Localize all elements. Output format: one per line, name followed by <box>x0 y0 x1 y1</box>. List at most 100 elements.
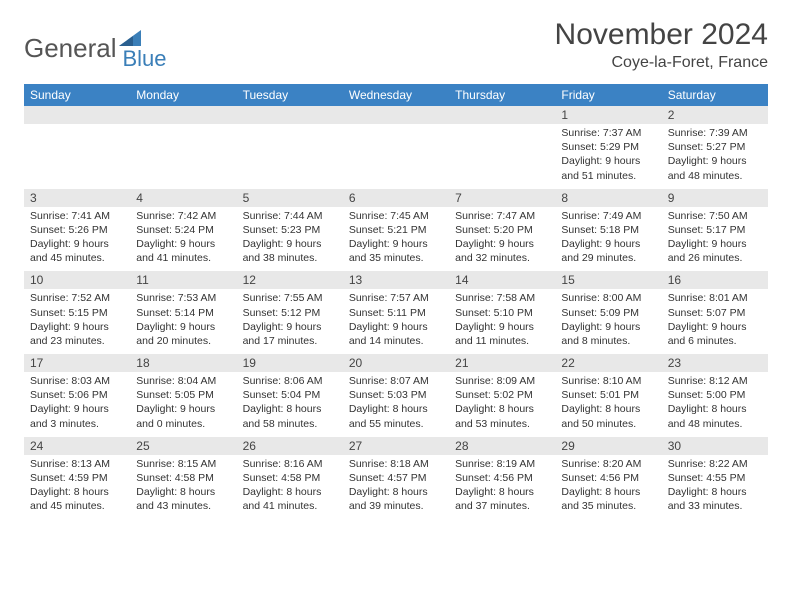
day-number-cell: 11 <box>130 271 236 289</box>
sunset-text: Sunset: 5:10 PM <box>455 306 549 320</box>
sunset-text: Sunset: 5:15 PM <box>30 306 124 320</box>
daylight-text: Daylight: 8 hours and 41 minutes. <box>243 485 337 513</box>
sunset-text: Sunset: 5:17 PM <box>668 223 762 237</box>
sunrise-text: Sunrise: 7:49 AM <box>561 209 655 223</box>
title-block: November 2024 Coye-la-Foret, France <box>555 18 768 72</box>
daylight-text: Daylight: 9 hours and 0 minutes. <box>136 402 230 430</box>
day-data-cell <box>449 124 555 189</box>
day-number-cell: 9 <box>662 189 768 207</box>
daylight-text: Daylight: 9 hours and 45 minutes. <box>30 237 124 265</box>
day-data-cell: Sunrise: 8:12 AMSunset: 5:00 PMDaylight:… <box>662 372 768 437</box>
day-number-cell: 7 <box>449 189 555 207</box>
daylight-text: Daylight: 9 hours and 29 minutes. <box>561 237 655 265</box>
sunrise-text: Sunrise: 7:42 AM <box>136 209 230 223</box>
sunrise-text: Sunrise: 8:12 AM <box>668 374 762 388</box>
sunset-text: Sunset: 5:12 PM <box>243 306 337 320</box>
daylight-text: Daylight: 8 hours and 53 minutes. <box>455 402 549 430</box>
logo-text-blue: Blue <box>123 46 167 72</box>
day-number-cell: 22 <box>555 354 661 372</box>
day-data-cell: Sunrise: 8:18 AMSunset: 4:57 PMDaylight:… <box>343 455 449 520</box>
sunset-text: Sunset: 4:58 PM <box>243 471 337 485</box>
location-label: Coye-la-Foret, France <box>555 54 768 72</box>
sunset-text: Sunset: 4:59 PM <box>30 471 124 485</box>
daylight-text: Daylight: 9 hours and 48 minutes. <box>668 154 762 182</box>
day-number-cell <box>130 106 236 124</box>
sunset-text: Sunset: 4:55 PM <box>668 471 762 485</box>
sunrise-text: Sunrise: 8:03 AM <box>30 374 124 388</box>
day-number-cell: 28 <box>449 437 555 455</box>
day-number-cell: 13 <box>343 271 449 289</box>
sunset-text: Sunset: 5:21 PM <box>349 223 443 237</box>
sunset-text: Sunset: 5:02 PM <box>455 388 549 402</box>
day-number-cell: 26 <box>237 437 343 455</box>
sunrise-text: Sunrise: 8:22 AM <box>668 457 762 471</box>
day-number-cell: 19 <box>237 354 343 372</box>
day-number-cell: 3 <box>24 189 130 207</box>
daylight-text: Daylight: 8 hours and 58 minutes. <box>243 402 337 430</box>
sunset-text: Sunset: 4:56 PM <box>561 471 655 485</box>
day-data-cell: Sunrise: 7:52 AMSunset: 5:15 PMDaylight:… <box>24 289 130 354</box>
sunrise-text: Sunrise: 8:06 AM <box>243 374 337 388</box>
day-data-cell: Sunrise: 7:45 AMSunset: 5:21 PMDaylight:… <box>343 207 449 272</box>
logo: General Blue <box>24 24 167 72</box>
weekday-header: Sunday <box>24 84 130 106</box>
sunrise-text: Sunrise: 8:13 AM <box>30 457 124 471</box>
daylight-text: Daylight: 8 hours and 55 minutes. <box>349 402 443 430</box>
day-number-cell <box>449 106 555 124</box>
day-number-cell: 5 <box>237 189 343 207</box>
daylight-text: Daylight: 9 hours and 6 minutes. <box>668 320 762 348</box>
sunset-text: Sunset: 4:57 PM <box>349 471 443 485</box>
day-data-cell: Sunrise: 7:58 AMSunset: 5:10 PMDaylight:… <box>449 289 555 354</box>
sunrise-text: Sunrise: 7:50 AM <box>668 209 762 223</box>
sunrise-text: Sunrise: 7:52 AM <box>30 291 124 305</box>
day-data-cell: Sunrise: 7:50 AMSunset: 5:17 PMDaylight:… <box>662 207 768 272</box>
sunset-text: Sunset: 5:24 PM <box>136 223 230 237</box>
day-number-cell: 4 <box>130 189 236 207</box>
day-number-cell <box>343 106 449 124</box>
day-data-row: Sunrise: 7:37 AMSunset: 5:29 PMDaylight:… <box>24 124 768 189</box>
daylight-text: Daylight: 9 hours and 23 minutes. <box>30 320 124 348</box>
day-data-cell: Sunrise: 8:00 AMSunset: 5:09 PMDaylight:… <box>555 289 661 354</box>
daylight-text: Daylight: 9 hours and 3 minutes. <box>30 402 124 430</box>
sunset-text: Sunset: 5:27 PM <box>668 140 762 154</box>
daylight-text: Daylight: 9 hours and 11 minutes. <box>455 320 549 348</box>
day-data-cell: Sunrise: 8:20 AMSunset: 4:56 PMDaylight:… <box>555 455 661 520</box>
sunrise-text: Sunrise: 8:16 AM <box>243 457 337 471</box>
day-number-cell: 18 <box>130 354 236 372</box>
daylight-text: Daylight: 8 hours and 45 minutes. <box>30 485 124 513</box>
day-data-cell: Sunrise: 8:01 AMSunset: 5:07 PMDaylight:… <box>662 289 768 354</box>
sunrise-text: Sunrise: 7:47 AM <box>455 209 549 223</box>
weekday-header: Monday <box>130 84 236 106</box>
sunrise-text: Sunrise: 8:09 AM <box>455 374 549 388</box>
day-data-cell: Sunrise: 7:47 AMSunset: 5:20 PMDaylight:… <box>449 207 555 272</box>
day-number-cell: 1 <box>555 106 661 124</box>
sunset-text: Sunset: 4:56 PM <box>455 471 549 485</box>
weekday-header: Saturday <box>662 84 768 106</box>
day-data-cell: Sunrise: 8:13 AMSunset: 4:59 PMDaylight:… <box>24 455 130 520</box>
sunrise-text: Sunrise: 7:37 AM <box>561 126 655 140</box>
day-number-cell: 25 <box>130 437 236 455</box>
day-data-cell: Sunrise: 7:57 AMSunset: 5:11 PMDaylight:… <box>343 289 449 354</box>
sunset-text: Sunset: 5:09 PM <box>561 306 655 320</box>
logo-text-general: General <box>24 33 117 64</box>
sunset-text: Sunset: 5:20 PM <box>455 223 549 237</box>
daylight-text: Daylight: 8 hours and 48 minutes. <box>668 402 762 430</box>
day-number-cell: 21 <box>449 354 555 372</box>
day-number-cell: 23 <box>662 354 768 372</box>
day-number-row: 10111213141516 <box>24 271 768 289</box>
sunrise-text: Sunrise: 8:20 AM <box>561 457 655 471</box>
sunrise-text: Sunrise: 7:45 AM <box>349 209 443 223</box>
sunset-text: Sunset: 5:04 PM <box>243 388 337 402</box>
day-number-cell: 12 <box>237 271 343 289</box>
weekday-header-row: Sunday Monday Tuesday Wednesday Thursday… <box>24 84 768 106</box>
day-data-cell: Sunrise: 8:03 AMSunset: 5:06 PMDaylight:… <box>24 372 130 437</box>
sunrise-text: Sunrise: 8:18 AM <box>349 457 443 471</box>
daylight-text: Daylight: 9 hours and 32 minutes. <box>455 237 549 265</box>
day-number-row: 24252627282930 <box>24 437 768 455</box>
day-number-cell: 15 <box>555 271 661 289</box>
day-data-cell: Sunrise: 8:15 AMSunset: 4:58 PMDaylight:… <box>130 455 236 520</box>
sunset-text: Sunset: 5:11 PM <box>349 306 443 320</box>
day-number-row: 12 <box>24 106 768 124</box>
sunset-text: Sunset: 5:14 PM <box>136 306 230 320</box>
day-data-cell: Sunrise: 8:09 AMSunset: 5:02 PMDaylight:… <box>449 372 555 437</box>
